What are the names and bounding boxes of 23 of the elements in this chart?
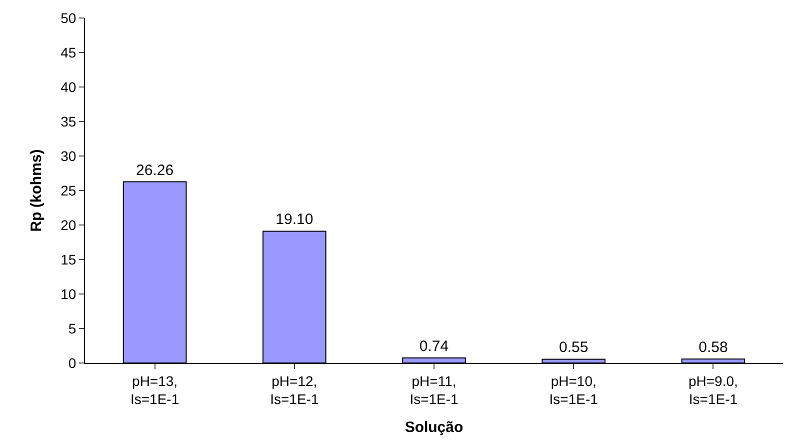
- y-tick-label: 35: [60, 113, 76, 130]
- x-axis-title: Solução: [404, 419, 464, 436]
- x-tick-label: pH=11, Is=1E-1: [410, 372, 459, 407]
- y-tick-label: 50: [60, 10, 76, 26]
- y-tick-label: 5: [68, 320, 76, 336]
- x-tick-label: pH=9.0, Is=1E-1: [688, 372, 738, 407]
- y-tick-label: 10: [60, 286, 76, 302]
- y-tick-label: 45: [60, 44, 76, 60]
- y-tick-label: 25: [60, 182, 76, 198]
- y-axis-title: Rp (kohms): [28, 149, 45, 232]
- y-tick-label: 20: [60, 216, 76, 233]
- y-tick-label: 15: [60, 251, 76, 268]
- x-tick-label: pH=13, Is=1E-1: [130, 372, 180, 407]
- data-label: 0.55: [559, 339, 588, 356]
- data-label: 0.74: [419, 338, 449, 355]
- x-tick-label: pH=12, Is=1E-1: [270, 372, 319, 407]
- y-tick-label: 0: [68, 354, 76, 371]
- y-tick-label: 30: [60, 148, 76, 164]
- data-label: 19.10: [276, 211, 314, 228]
- x-tick-label: pH=10, Is=1E-1: [549, 372, 598, 407]
- y-tick-label: 40: [60, 78, 76, 95]
- data-label: 0.58: [698, 339, 728, 356]
- data-label: 26.26: [136, 162, 174, 179]
